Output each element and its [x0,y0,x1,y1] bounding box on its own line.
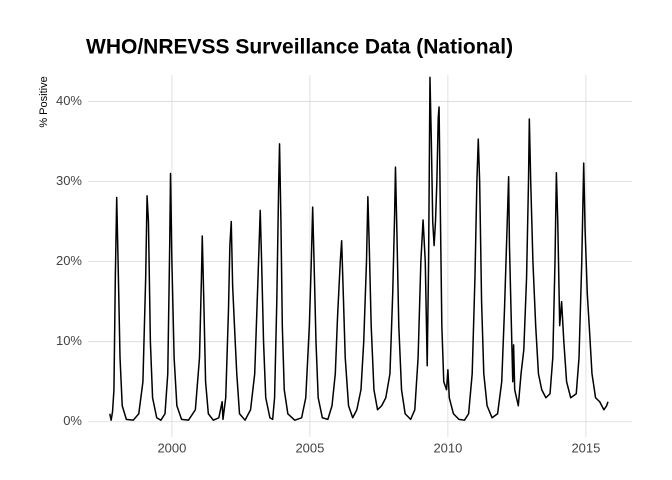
x-tick-label: 2015 [571,440,600,455]
chart-title: WHO/NREVSS Surveillance Data (National) [86,36,513,59]
data-line [109,76,609,421]
y-tick-label: 0% [63,413,82,428]
y-tick-label: 20% [56,253,82,268]
y-tick-label: 10% [56,333,82,348]
y-tick-label: 40% [56,93,82,108]
y-axis-label: % Positive [38,76,50,127]
x-tick-label: 2000 [157,440,186,455]
x-tick-label: 2010 [433,440,462,455]
x-tick-label: 2005 [295,440,324,455]
y-tick-label: 30% [56,173,82,188]
